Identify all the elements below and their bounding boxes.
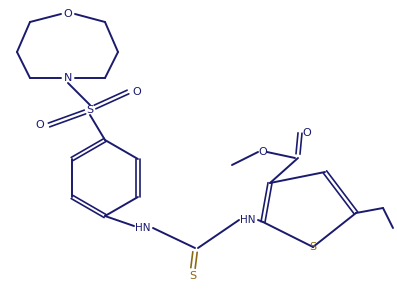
- Text: O: O: [303, 128, 311, 138]
- Text: O: O: [64, 9, 72, 19]
- Text: S: S: [309, 242, 316, 252]
- Text: O: O: [36, 120, 44, 130]
- Text: S: S: [87, 105, 94, 115]
- Text: O: O: [258, 147, 267, 157]
- Text: N: N: [64, 73, 72, 83]
- Text: HN: HN: [135, 223, 151, 233]
- Text: HN: HN: [240, 215, 256, 225]
- Text: S: S: [189, 271, 197, 281]
- Text: O: O: [133, 87, 141, 97]
